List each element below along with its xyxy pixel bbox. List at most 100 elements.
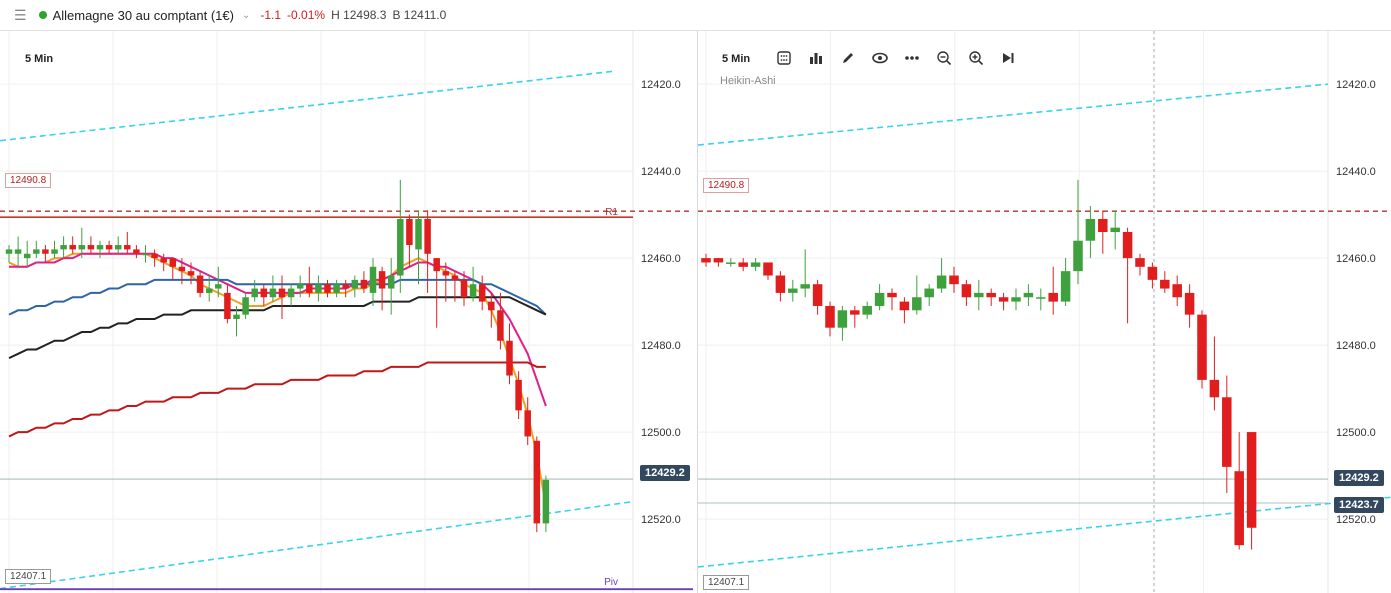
candle-body <box>451 275 459 280</box>
left-chart-panel[interactable]: 12520.0 12500.0 12480.0 12460.0 12440.0 12420… <box>0 31 698 593</box>
bid-price: B 12411.0 <box>392 8 447 22</box>
candle-body <box>378 271 386 289</box>
candle-body <box>899 301 910 311</box>
chevron-down-icon[interactable]: ⌄ <box>241 9 251 21</box>
candle-body <box>1023 292 1034 298</box>
high-price: H 12498.3 <box>331 8 387 22</box>
candle-body <box>542 479 550 524</box>
moving-average-line <box>8 361 546 438</box>
candle-body <box>5 249 13 254</box>
left-candlestick-chart[interactable]: 12520.0 12500.0 12480.0 12460.0 12440.0 12420… <box>0 31 697 593</box>
price-change-pct: -0.01% <box>287 8 326 22</box>
candle-body <box>205 288 213 293</box>
pencil-icon[interactable] <box>832 48 864 68</box>
candle-body <box>69 245 76 250</box>
candle-body <box>1172 284 1182 298</box>
y-tick-label: 12520.0 <box>641 514 681 526</box>
trend-line <box>0 500 634 590</box>
r1-level-box: 12490.8 <box>703 178 750 193</box>
candle-body <box>506 340 513 376</box>
pivot-label: Piv <box>604 577 618 588</box>
candle-body <box>387 275 395 289</box>
pivot-level-box: 12407.1 <box>703 575 750 590</box>
y-tick-label: 12480.0 <box>641 340 681 352</box>
pivot-level-box: 12407.1 <box>5 569 52 584</box>
bar-chart-icon[interactable] <box>800 48 832 68</box>
candle-body <box>1085 218 1096 241</box>
timeframe-label[interactable]: 5 Min <box>25 53 54 65</box>
candle-body <box>1060 271 1071 302</box>
candle-body <box>497 310 504 341</box>
more-icon[interactable] <box>896 48 928 68</box>
eye-icon[interactable] <box>864 48 896 68</box>
candle-body <box>78 245 86 250</box>
y-tick-label: 12420.0 <box>1336 79 1376 91</box>
candle-body <box>515 379 522 411</box>
right-heikin-ashi-chart[interactable]: 12520.0 12500.0 12480.0 12460.0 12440.0 12420… <box>698 31 1391 593</box>
candle-body <box>524 410 531 437</box>
menu-icon[interactable]: ☰ <box>14 6 27 23</box>
instrument-header: ☰ Allemagne 30 au comptant (1€) ⌄ -1.1 -… <box>0 0 1391 31</box>
candle-body <box>460 279 468 298</box>
trend-line <box>0 70 616 142</box>
candle-body <box>278 288 286 298</box>
candle-body <box>369 266 377 293</box>
candle-body <box>1122 232 1133 259</box>
candle-body <box>887 292 897 298</box>
candle-body <box>306 284 313 293</box>
candle-body <box>160 258 167 263</box>
zoom-out-icon[interactable] <box>928 48 960 68</box>
candle-body <box>1135 258 1145 267</box>
candle-body <box>187 271 195 276</box>
timeframe-label[interactable]: 5 Min <box>722 53 751 65</box>
current-price-badge: 12429.2 <box>1334 470 1384 486</box>
candle-body <box>124 245 131 250</box>
y-tick-label: 12440.0 <box>1336 166 1376 178</box>
y-tick-label: 12440.0 <box>641 166 681 178</box>
candle-body <box>713 258 724 263</box>
candle-body <box>1036 297 1046 299</box>
candle-body <box>788 288 798 293</box>
moving-average-line <box>9 252 547 407</box>
y-tick-label: 12500.0 <box>1336 427 1376 439</box>
y-tick-label: 12500.0 <box>641 427 681 439</box>
candle-body <box>874 292 885 306</box>
candle-body <box>533 440 541 524</box>
candle-body <box>1160 279 1170 289</box>
candle-body <box>1246 432 1257 528</box>
trend-line <box>698 496 1391 568</box>
candle-body <box>812 284 823 306</box>
candle-body <box>424 218 431 254</box>
candle-body <box>738 262 748 267</box>
candle-body <box>142 253 149 256</box>
candle-body <box>837 310 848 328</box>
candle-body <box>862 305 872 315</box>
candle-body <box>351 279 359 289</box>
chart-toolbar <box>768 48 1024 68</box>
zoom-in-icon[interactable] <box>960 48 992 68</box>
candle-body <box>51 249 58 254</box>
price-change: -1.1 <box>260 8 282 22</box>
candle-body <box>775 275 786 293</box>
candle-body <box>1098 218 1108 233</box>
candle-body <box>1073 240 1083 272</box>
skip-end-icon[interactable] <box>992 48 1024 68</box>
candle-body <box>87 245 95 250</box>
right-chart-panel[interactable]: 12520.0 12500.0 12480.0 12460.0 12440.0 12420… <box>698 31 1391 593</box>
candle-body <box>215 284 222 289</box>
y-tick-label: 12480.0 <box>1336 340 1376 352</box>
candle-body <box>1048 292 1058 302</box>
candle-body <box>986 292 996 298</box>
calculator-icon[interactable] <box>768 48 800 68</box>
candle-body <box>169 258 177 267</box>
candle-body <box>333 284 340 293</box>
market-status-icon <box>38 11 47 19</box>
candle-body <box>850 310 860 315</box>
candle-body <box>360 279 368 289</box>
candle-body <box>178 266 186 272</box>
candle-body <box>469 284 477 298</box>
candle-body <box>23 253 31 259</box>
candle-body <box>433 258 440 272</box>
candle-body <box>998 297 1009 302</box>
candle-body <box>151 253 158 259</box>
